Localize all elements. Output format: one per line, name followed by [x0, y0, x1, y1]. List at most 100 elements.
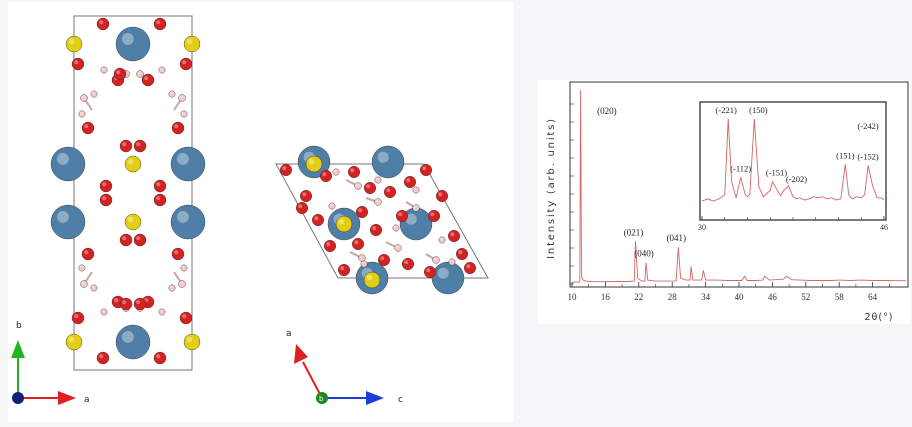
oxygen-atom-highlight — [174, 250, 179, 255]
hydrogen-atom — [178, 280, 186, 288]
oxygen-atom — [455, 247, 468, 260]
sulfur-atom-highlight — [366, 274, 373, 281]
hydrogen-atom-highlight — [179, 281, 183, 285]
hydrogen-atom-highlight — [375, 177, 379, 181]
hydrogen-atom-highlight — [393, 225, 397, 229]
sulfur-atom-highlight — [308, 158, 315, 165]
inset-series-line — [701, 118, 885, 202]
oxygen-atom — [96, 351, 110, 365]
hydrogen-atom — [432, 256, 440, 264]
hydrogen-atom-highlight — [433, 257, 437, 261]
oxygen-atom — [401, 258, 414, 271]
axis-arrow-c — [366, 391, 384, 405]
peak-label: (040) — [634, 249, 654, 259]
oxygen-atom — [377, 253, 390, 266]
axis-origin-b — [316, 392, 328, 404]
hydrogen-atom-highlight — [159, 309, 163, 313]
x-axis-label: 2θ(°) — [864, 312, 893, 323]
hydrogen-atom-highlight — [179, 95, 183, 99]
hydrogen-atom-highlight — [359, 255, 363, 259]
oxygen-atom-highlight — [174, 124, 179, 129]
sulfur-atom-highlight — [338, 218, 345, 225]
axis-arrow-a — [58, 391, 76, 405]
xrd-chart-svg: 10 16 22 28 34 40 46 52 58 64 (020) (021) (040) (041… — [546, 81, 909, 323]
oxygen-atom-highlight — [302, 192, 307, 197]
oxygen-atom — [133, 297, 147, 311]
large-atom-highlight — [437, 267, 449, 279]
sulfur-atom — [124, 155, 142, 173]
hydrogen-atom — [180, 264, 188, 272]
large-atom-highlight — [56, 152, 69, 165]
axis-label-b: b — [16, 321, 22, 331]
oxygen-atom-highlight — [430, 212, 435, 217]
hydrogen-atom-highlight — [333, 169, 337, 173]
axis-label-c: c — [398, 395, 403, 405]
oxygen-atom-highlight — [398, 212, 403, 217]
oxygen-atom — [171, 121, 185, 135]
hydrogen-atom — [78, 110, 86, 118]
hydrogen-atom — [438, 236, 446, 244]
oxygen-atom — [351, 237, 364, 250]
sulfur-atom — [65, 35, 83, 53]
crystal-structure-svg-2: a b c — [275, 145, 489, 405]
axis-label-b: b — [319, 395, 324, 403]
inset-frame — [699, 101, 887, 221]
oxygen-atom-highlight — [144, 76, 149, 81]
hydrogen-atom — [328, 202, 336, 210]
oxygen-atom-highlight — [358, 208, 363, 213]
peak-label: (021) — [624, 227, 644, 237]
oxygen-atom — [296, 201, 309, 214]
oxygen-atom-highlight — [136, 236, 141, 241]
hydrogen-atom-highlight — [101, 67, 105, 71]
large-atom — [170, 146, 206, 182]
oxygen-atom-highlight — [340, 266, 345, 271]
oxygen-atom — [419, 163, 432, 176]
oxygen-atom-highlight — [182, 60, 187, 65]
peak-label: (041) — [667, 233, 687, 243]
x-tick-label: 22 — [634, 292, 643, 302]
oxygen-atom-highlight — [156, 20, 161, 25]
oxygen-atom — [141, 73, 155, 87]
oxygen-atom-highlight — [74, 60, 79, 65]
x-tick-label: 40 — [735, 292, 745, 302]
oxygen-atom — [133, 139, 147, 153]
hydrogen-atom — [392, 224, 400, 232]
atom-group — [279, 145, 476, 295]
xrd-series-line — [572, 89, 906, 283]
oxygen-atom — [347, 165, 360, 178]
hydrogen-atom-highlight — [91, 285, 95, 289]
oxygen-atom — [320, 169, 333, 182]
axis-triad-1: b a — [11, 321, 90, 405]
oxygen-atom-highlight — [156, 182, 161, 187]
oxygen-atom — [81, 121, 95, 135]
hydrogen-atom-highlight — [395, 245, 399, 249]
oxygen-atom — [369, 223, 382, 236]
sulfur-atom — [183, 35, 201, 53]
large-atom — [115, 324, 151, 360]
inset-peak-label: (150) — [749, 105, 768, 115]
oxygen-atom — [337, 264, 350, 277]
oxygen-atom-highlight — [366, 184, 371, 189]
hydrogen-atom — [354, 182, 362, 190]
hydrogen-atom — [358, 254, 366, 262]
oxygen-atom — [113, 67, 127, 81]
hydrogen-atom — [412, 186, 420, 194]
hydrogen-atom — [412, 204, 420, 212]
y-axis-label: Intensity (arb. units) — [546, 117, 557, 259]
axis-label-a: a — [286, 329, 292, 339]
hydrogen-atom-highlight — [439, 237, 443, 241]
oxygen-atom — [153, 179, 167, 193]
x-tick-label: 34 — [701, 292, 711, 302]
oxygen-atom-highlight — [99, 354, 104, 359]
hydrogen-atom-highlight — [413, 205, 417, 209]
oxygen-atom — [403, 175, 416, 188]
hydrogen-atom-highlight — [361, 261, 365, 265]
hydrogen-atom-highlight — [181, 111, 185, 115]
oxygen-atom-highlight — [466, 264, 471, 269]
large-atom-highlight — [176, 210, 189, 223]
inset-peak-label: (-202) — [786, 174, 807, 184]
oxygen-atom-highlight — [122, 142, 127, 147]
oxygen-atom-highlight — [350, 168, 355, 173]
oxygen-atom — [119, 297, 133, 311]
hydrogen-atom — [360, 260, 368, 268]
